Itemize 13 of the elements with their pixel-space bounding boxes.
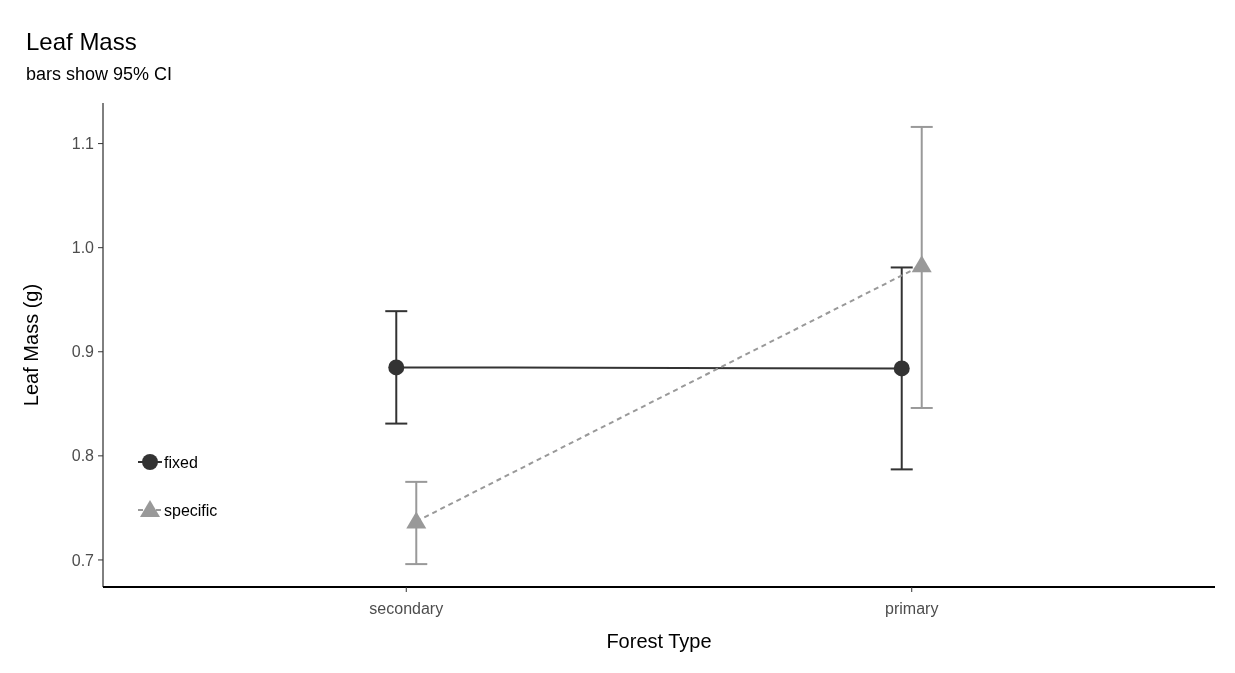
x-tick-label: secondary	[369, 600, 444, 617]
y-tick-label: 1.1	[71, 135, 95, 153]
y-tick-label: 1.0	[71, 239, 95, 257]
y-tick-label: 0.8	[71, 447, 95, 465]
x-axis-title: Forest Type	[606, 630, 712, 652]
legend-label: specific	[164, 501, 218, 519]
legend-label: fixed	[164, 453, 198, 471]
chart-subtitle: bars show 95% CI	[26, 64, 173, 84]
y-axis-title: Leaf Mass (g)	[20, 283, 42, 407]
chart-title: Leaf Mass	[26, 28, 137, 55]
x-tick-label: primary	[885, 600, 939, 617]
y-tick-label: 0.9	[71, 343, 95, 361]
y-tick-label: 0.7	[71, 551, 95, 569]
